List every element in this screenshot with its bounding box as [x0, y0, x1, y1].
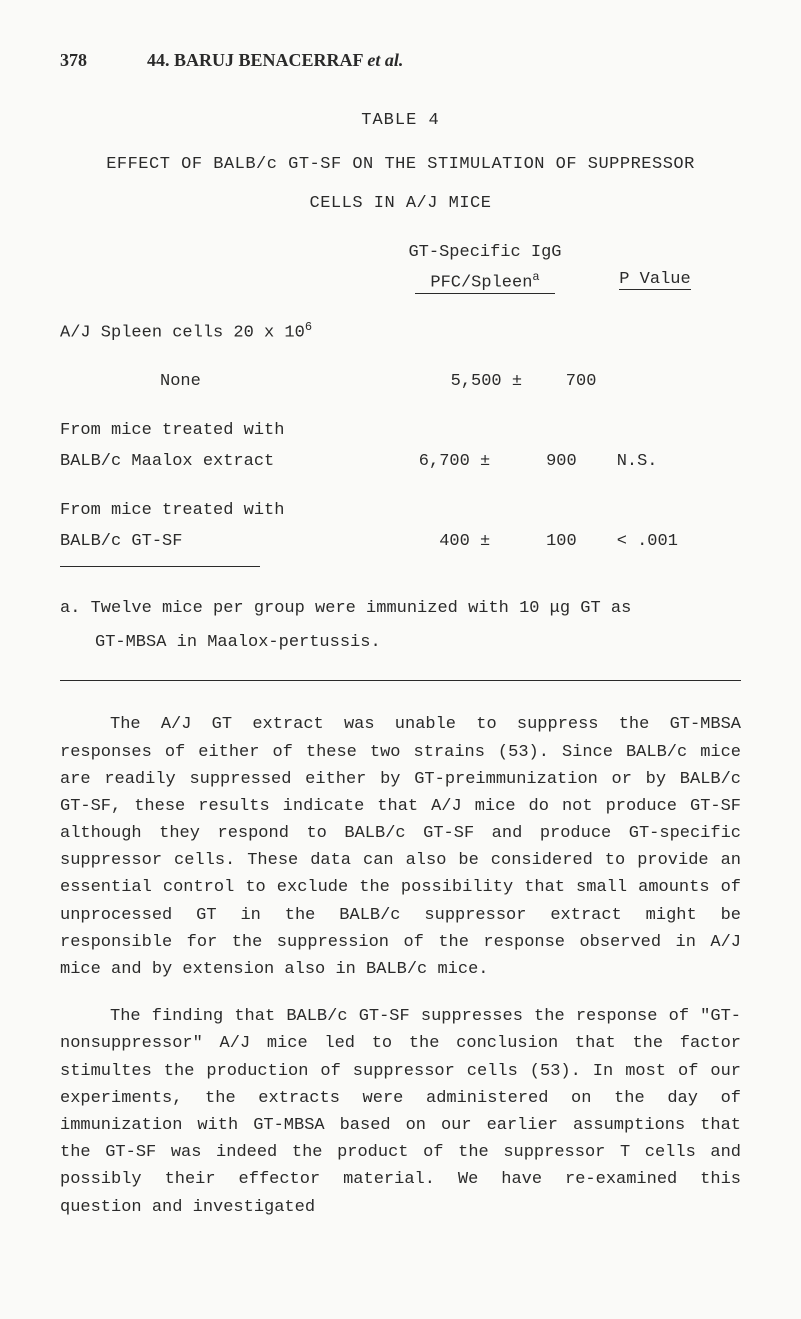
column-header-pvalue: P Value [590, 270, 720, 294]
spleen-text: A/J Spleen cells 20 x 10 [60, 323, 305, 342]
chapter-title: 44. BARUJ BENACERRAF et al. [147, 50, 403, 71]
et-al: et al. [367, 50, 403, 70]
table-header-row-2: PFC/Spleena P Value [60, 270, 741, 294]
table-row: BALB/c GT-SF 400 ± 100 < .001 [60, 532, 741, 551]
pfc-label: PFC/Spleen [430, 274, 532, 293]
paragraph-1: The A/J GT extract was unable to suppres… [60, 711, 741, 983]
chapter-author: BARUJ BENACERRAF [174, 50, 363, 70]
pfc-superscript: a [532, 270, 539, 284]
short-divider [60, 566, 260, 567]
table-row-header: A/J Spleen cells 20 x 106 [60, 320, 741, 343]
row-pvalue: N.S. [597, 452, 741, 471]
table-header-row-1: GT-Specific IgG [60, 243, 741, 262]
table-title-line2: CELLS IN A/J MICE [60, 194, 741, 213]
row-error: 900 [500, 452, 596, 471]
paragraph-2: The finding that BALB/c GT-SF suppresses… [60, 1003, 741, 1221]
spleen-superscript: 6 [305, 320, 312, 334]
table-row: From mice treated with [60, 421, 741, 440]
spacer [60, 354, 741, 372]
footnote-line1: a. Twelve mice per group were immunized … [60, 592, 741, 626]
table-row: From mice treated with [60, 501, 741, 520]
page-container: 378 44. BARUJ BENACERRAF et al. TABLE 4 … [0, 0, 801, 1319]
row-label-gtsf-1: From mice treated with [60, 501, 380, 520]
page-header: 378 44. BARUJ BENACERRAF et al. [60, 50, 741, 71]
row-value: 5,500 ± [417, 372, 532, 391]
row-error: 100 [500, 532, 596, 551]
table-row: BALB/c Maalox extract 6,700 ± 900 N.S. [60, 452, 741, 471]
spacer [60, 302, 741, 320]
row-label-gtsf-2: BALB/c GT-SF [60, 532, 366, 551]
spacer [60, 483, 741, 501]
row-label-maalox-2: BALB/c Maalox extract [60, 452, 366, 471]
page-number: 378 [60, 50, 87, 71]
chapter-number: 44. [147, 50, 170, 70]
row-label-maalox-1: From mice treated with [60, 421, 380, 440]
empty-cell [60, 270, 380, 294]
section-divider [60, 680, 741, 681]
empty-cell [590, 243, 720, 262]
table-row: None 5,500 ± 700 [60, 372, 741, 391]
pvalue-label: P Value [619, 270, 690, 290]
spleen-cells-label: A/J Spleen cells 20 x 106 [60, 320, 312, 343]
table-label: TABLE 4 [60, 111, 741, 130]
row-pvalue: < .001 [597, 532, 741, 551]
empty-cell [60, 243, 380, 262]
row-value: 400 ± [366, 532, 500, 551]
data-table: GT-Specific IgG PFC/Spleena P Value A/J … [60, 243, 741, 551]
footnote-line2: GT-MBSA in Maalox-pertussis. [60, 626, 741, 660]
column-header-igg: GT-Specific IgG [380, 243, 590, 262]
row-value: 6,700 ± [366, 452, 500, 471]
table-footnote: a. Twelve mice per group were immunized … [60, 592, 741, 660]
row-label-none: None [60, 372, 417, 391]
column-header-pfc: PFC/Spleena [380, 270, 590, 294]
spacer [60, 403, 741, 421]
row-error: 700 [532, 372, 616, 391]
table-title-line1: EFFECT OF BALB/c GT-SF ON THE STIMULATIO… [60, 155, 741, 174]
